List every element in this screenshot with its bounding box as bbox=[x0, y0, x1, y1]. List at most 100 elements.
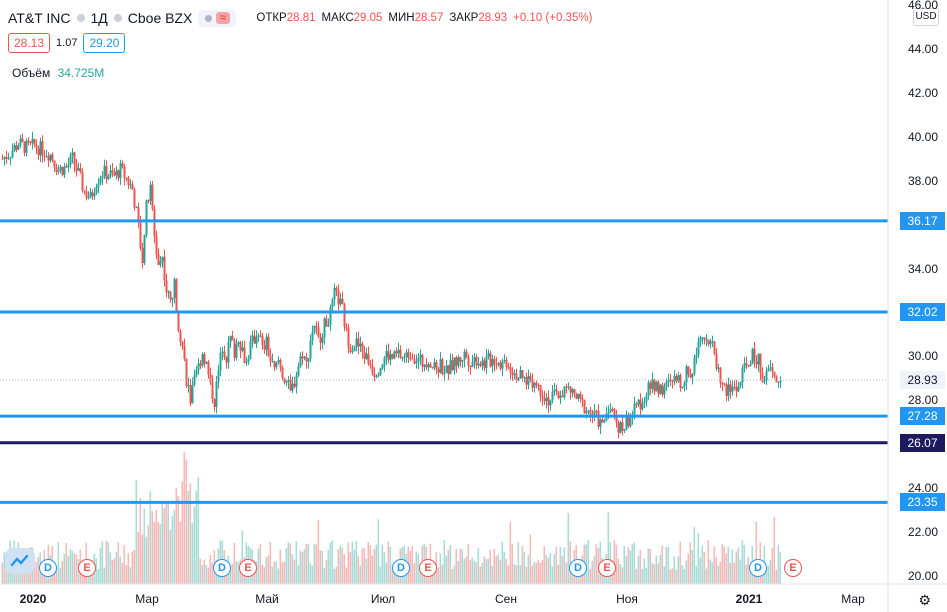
volume-bar bbox=[625, 556, 628, 584]
volume-bar bbox=[647, 548, 650, 584]
volume-bar bbox=[631, 544, 634, 584]
candle-body bbox=[127, 177, 130, 186]
candle-body bbox=[523, 377, 526, 379]
candle-body bbox=[557, 391, 560, 398]
volume-bar bbox=[713, 546, 716, 584]
dividend-marker[interactable]: D bbox=[213, 559, 231, 577]
volume-bar bbox=[269, 542, 272, 584]
candle-body bbox=[379, 368, 382, 375]
candle-body bbox=[409, 358, 412, 360]
candle-body bbox=[699, 337, 702, 342]
volume-bar bbox=[137, 532, 140, 584]
candle-body bbox=[533, 382, 536, 388]
candle-body bbox=[229, 336, 232, 343]
candle-body bbox=[467, 357, 470, 366]
volume-bar bbox=[307, 543, 310, 584]
price-tick-label: 34.00 bbox=[907, 261, 938, 276]
candle-body bbox=[611, 408, 614, 410]
volume-bar bbox=[183, 451, 186, 584]
candle-body bbox=[577, 393, 580, 399]
gear-icon[interactable]: ⚙ bbox=[918, 592, 931, 608]
candle-body bbox=[661, 384, 664, 395]
exchange-label[interactable]: Cboe BZX bbox=[127, 10, 193, 26]
candle-body bbox=[503, 360, 506, 362]
volume-bar bbox=[533, 561, 536, 584]
earnings-marker[interactable]: E bbox=[419, 559, 437, 577]
volume-bar bbox=[733, 562, 736, 584]
candle-body bbox=[47, 156, 50, 161]
dividend-marker[interactable]: D bbox=[39, 559, 57, 577]
candle-body bbox=[349, 347, 352, 353]
volume-bar bbox=[287, 542, 290, 584]
volume-bar bbox=[481, 562, 484, 584]
earnings-marker[interactable]: E bbox=[784, 559, 802, 577]
candle-body bbox=[535, 382, 538, 385]
tradingview-logo-icon[interactable] bbox=[5, 548, 35, 574]
candle-body bbox=[619, 422, 622, 433]
volume-bar bbox=[209, 554, 212, 584]
candle-body bbox=[555, 389, 558, 392]
candle-body bbox=[37, 148, 40, 156]
volume-bar bbox=[531, 565, 534, 584]
volume-bar bbox=[323, 567, 326, 584]
candle-body bbox=[365, 353, 368, 359]
dividend-marker[interactable]: D bbox=[749, 559, 767, 577]
candle-body bbox=[255, 336, 258, 344]
dividend-marker[interactable]: D bbox=[392, 559, 410, 577]
volume-bar bbox=[549, 552, 552, 584]
candle-body bbox=[403, 356, 406, 358]
candle-body bbox=[287, 379, 290, 382]
volume-bar bbox=[291, 554, 294, 584]
candle-body bbox=[247, 359, 250, 362]
candle-body bbox=[133, 189, 136, 208]
candle-body bbox=[587, 410, 590, 412]
volume-bar bbox=[473, 560, 476, 584]
time-tick-label: Ноя bbox=[616, 592, 638, 606]
volume-bar bbox=[659, 554, 662, 584]
volume-bar bbox=[397, 569, 400, 584]
candle-body bbox=[521, 370, 524, 378]
volume-bar bbox=[689, 542, 692, 584]
volume-bar bbox=[543, 546, 546, 584]
candle-body bbox=[265, 336, 268, 350]
candle-body bbox=[517, 378, 520, 381]
volume-bar bbox=[229, 565, 232, 584]
currency-button[interactable]: USD bbox=[913, 8, 939, 26]
candle-body bbox=[393, 351, 396, 359]
volume-bar bbox=[59, 567, 62, 584]
candle-body bbox=[189, 385, 192, 404]
candle-body bbox=[363, 351, 366, 359]
volume-bar bbox=[419, 564, 422, 584]
earnings-marker[interactable]: E bbox=[239, 559, 257, 577]
candle-body bbox=[623, 429, 626, 431]
volume-bar bbox=[513, 564, 516, 584]
earnings-marker[interactable]: E bbox=[598, 559, 616, 577]
sell-price-button[interactable]: 28.13 bbox=[8, 33, 51, 53]
candle-body bbox=[333, 287, 336, 300]
dividend-marker[interactable]: D bbox=[569, 559, 587, 577]
candle-body bbox=[551, 391, 554, 401]
volume-bar bbox=[235, 561, 238, 584]
buy-price-button[interactable]: 29.20 bbox=[83, 33, 126, 53]
volume-bar bbox=[521, 545, 524, 584]
candle-body bbox=[607, 412, 610, 414]
candle-body bbox=[777, 382, 780, 384]
volume-bar bbox=[265, 557, 268, 584]
candle-body bbox=[293, 383, 296, 387]
volume-bar bbox=[443, 540, 446, 584]
time-tick-label: 2021 bbox=[735, 592, 763, 606]
volume-bar bbox=[649, 549, 652, 584]
volume-bar bbox=[445, 555, 448, 584]
volume-bar bbox=[467, 544, 470, 584]
earnings-marker[interactable]: E bbox=[78, 559, 96, 577]
symbol-name[interactable]: AT&T INC bbox=[8, 10, 71, 26]
candle-body bbox=[59, 167, 62, 171]
compare-button[interactable]: ≈ bbox=[198, 9, 237, 27]
interval-label[interactable]: 1Д bbox=[90, 10, 108, 26]
volume-bar bbox=[331, 540, 334, 584]
volume-bar bbox=[651, 562, 654, 584]
price-tick-label: 44.00 bbox=[907, 41, 938, 56]
volume-bar bbox=[203, 559, 206, 584]
